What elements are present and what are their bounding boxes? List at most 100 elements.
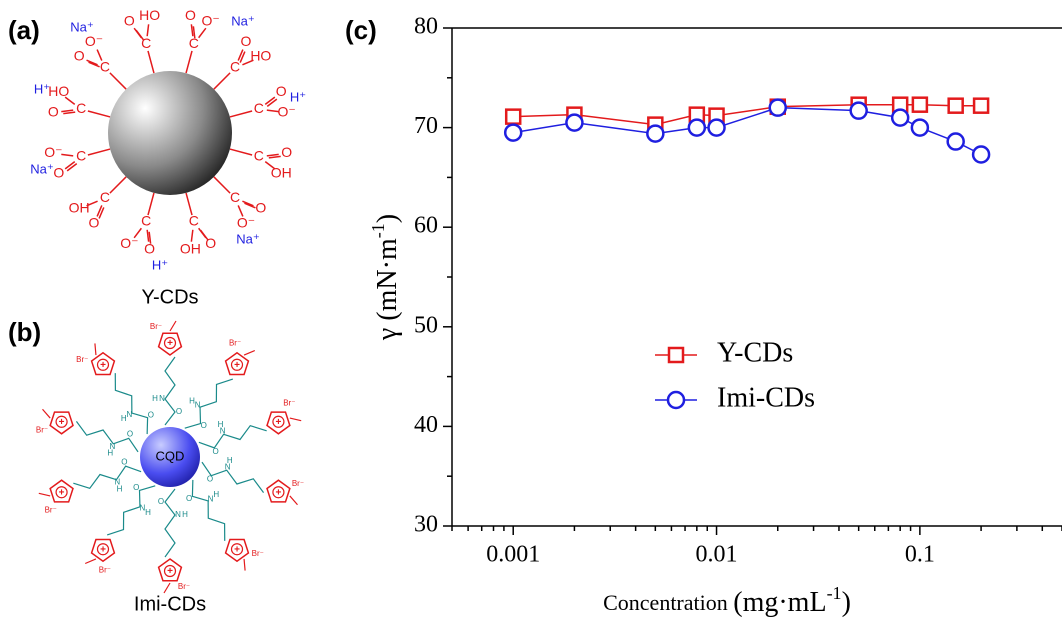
ion-label: Na⁺ <box>30 161 53 176</box>
methyl <box>42 408 51 419</box>
chain <box>75 420 139 453</box>
bond <box>237 205 244 217</box>
atom-label: O <box>48 103 59 119</box>
atom-label: O <box>185 7 196 23</box>
x-tick-label: 0.1 <box>905 542 935 568</box>
bond <box>98 207 105 219</box>
series-line <box>513 106 982 156</box>
caption: Y-CDs <box>141 286 198 308</box>
methyl <box>84 558 97 565</box>
atom-label: OH <box>69 200 90 216</box>
atom-label: N <box>220 427 226 436</box>
bond <box>242 200 254 207</box>
atom-label: O⁻ <box>120 235 138 251</box>
bond <box>146 229 150 242</box>
atom-label: C <box>141 213 151 229</box>
bond <box>135 29 144 41</box>
atom-label: O <box>121 457 127 466</box>
atom-label: C <box>76 100 86 116</box>
bond <box>88 61 100 68</box>
particle <box>108 71 232 195</box>
atom-label: O <box>241 33 252 49</box>
charge <box>272 415 285 428</box>
methyl <box>289 417 302 422</box>
charge <box>96 543 110 556</box>
imidazolium-ring <box>266 411 291 435</box>
marker <box>911 96 929 113</box>
atom-label: N <box>109 442 115 451</box>
charge <box>230 543 244 556</box>
bond <box>229 148 253 156</box>
bond <box>266 109 279 113</box>
atom-label: O <box>255 200 266 216</box>
atom-label: N <box>175 510 181 519</box>
bond <box>86 59 98 66</box>
ion-label: H⁺ <box>34 81 50 96</box>
atom-label: OH <box>180 240 201 256</box>
atom-label: H <box>189 396 195 405</box>
atom-label: O <box>133 483 139 492</box>
methyl <box>163 582 171 594</box>
imidazolium-ring <box>157 558 183 582</box>
bond <box>87 148 111 156</box>
atom-label: O <box>205 235 216 251</box>
imidazolium-ring <box>49 411 74 435</box>
y-tick-label: 60 <box>414 213 438 239</box>
bond <box>200 229 209 241</box>
charge <box>163 564 177 578</box>
chain <box>164 488 176 558</box>
atom-label: O <box>281 144 292 160</box>
quantum-dot <box>140 427 200 487</box>
bond <box>96 49 103 61</box>
atom-label: N <box>114 478 120 487</box>
atom-label: N <box>127 410 133 419</box>
atom-label: O <box>276 83 287 99</box>
label-part: γ (mN·m <box>372 238 403 341</box>
atom-label: O⁻ <box>85 33 103 49</box>
panel-label: (a) <box>8 15 40 45</box>
atom-label: O <box>207 475 213 484</box>
marker <box>666 390 686 410</box>
atom-label: O <box>176 407 182 416</box>
ion-label: Br⁻ <box>36 425 48 434</box>
charge <box>230 358 244 371</box>
y-tick-label: 70 <box>414 113 438 139</box>
atom-label: H <box>227 456 233 465</box>
ion-label: H⁺ <box>290 89 306 104</box>
label-sup: -1 <box>827 583 842 603</box>
core-label: CQD <box>156 448 185 463</box>
panel-label: (c) <box>345 15 377 45</box>
charge-label: + <box>167 338 173 349</box>
ion-label: Br⁻ <box>99 566 111 575</box>
atom-label: H <box>117 484 123 493</box>
charge-label: + <box>167 566 173 577</box>
atom-label: C <box>100 59 110 75</box>
label-part: (mg·mL <box>733 587 826 618</box>
atom-label: N <box>139 504 145 513</box>
ion-label: Na⁺ <box>70 19 93 34</box>
charge-label: + <box>234 544 240 555</box>
imidazolium-ring <box>90 351 116 376</box>
bond <box>96 205 103 217</box>
atom-label: H <box>182 510 188 519</box>
bond <box>244 202 256 209</box>
bond <box>66 163 78 172</box>
charge-label: + <box>234 360 240 371</box>
chain <box>184 378 234 429</box>
ion-label: Br⁻ <box>283 399 295 408</box>
bond <box>213 176 231 194</box>
atom-label: C <box>76 148 86 164</box>
atom-label: O⁻ <box>202 12 220 28</box>
chain <box>73 465 142 490</box>
atom-label: O <box>201 421 207 430</box>
ion-label: Br⁻ <box>178 582 190 591</box>
marker <box>910 118 930 137</box>
bond <box>229 110 253 118</box>
atom-label: C <box>254 148 264 164</box>
bond <box>64 96 76 105</box>
atom-label: H <box>121 414 127 423</box>
atom-label: O⁻ <box>44 144 62 160</box>
y-tick-label: 40 <box>414 412 438 438</box>
bond <box>133 227 142 239</box>
atom-label: C <box>189 35 199 51</box>
